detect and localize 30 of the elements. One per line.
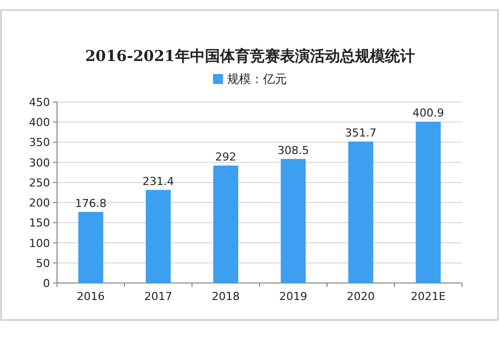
bar — [416, 122, 441, 283]
y-tick-label: 450 — [29, 96, 50, 109]
bar — [280, 158, 306, 283]
y-tick-label: 250 — [29, 176, 50, 190]
y-tick-label: 400 — [29, 116, 50, 130]
data-label: 351.7 — [345, 126, 376, 140]
data-label: 292 — [215, 150, 236, 164]
bar — [146, 190, 171, 283]
y-tick-label: 300 — [29, 156, 50, 170]
y-tick-label: 100 — [29, 236, 50, 250]
bar — [213, 166, 238, 283]
chart-title: 2016-2021年中国体育竞赛表演活动总规模统计 — [85, 47, 415, 65]
x-tick-label: 2016 — [76, 290, 105, 303]
data-label: 400.9 — [412, 106, 444, 120]
bar — [348, 142, 374, 283]
bar — [78, 212, 104, 283]
y-tick-label: 200 — [29, 196, 50, 210]
x-tick-label: 2021E — [410, 290, 446, 303]
x-tick-label: 2018 — [212, 290, 240, 303]
x-tick-label: 2019 — [279, 290, 308, 303]
x-tick-label: 2020 — [346, 290, 375, 303]
data-label: 308.5 — [278, 144, 309, 157]
x-tick-label: 2017 — [144, 290, 172, 303]
y-tick-label: 350 — [29, 136, 50, 150]
y-tick-label: 50 — [36, 256, 50, 270]
data-label: 231.4 — [142, 174, 174, 188]
legend-label: 规模：亿元 — [227, 72, 287, 86]
y-tick-label: 150 — [29, 216, 50, 230]
y-tick-label: 0 — [43, 277, 50, 290]
data-label: 176.8 — [75, 196, 106, 210]
